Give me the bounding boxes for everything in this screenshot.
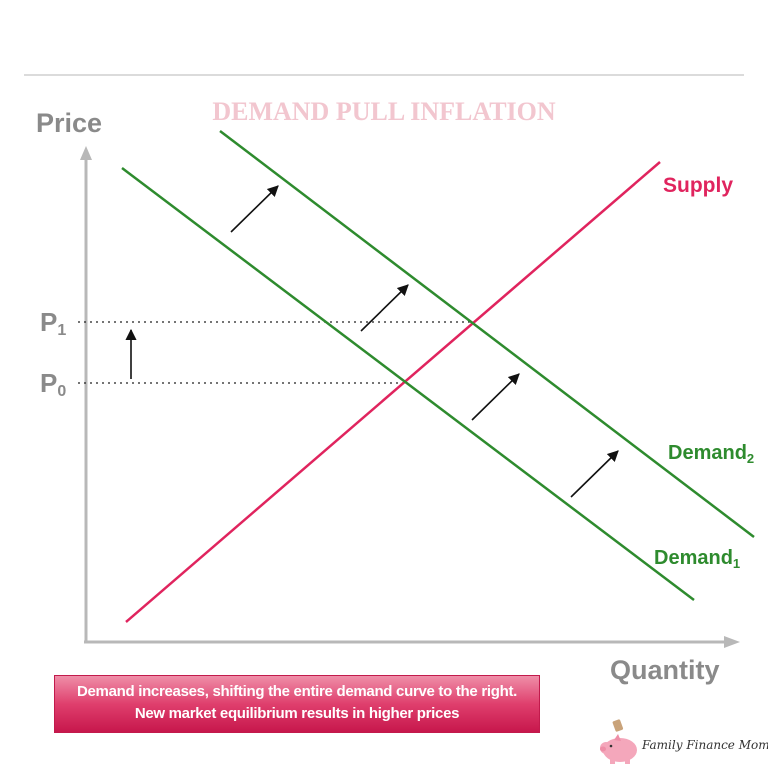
- price-label-p0-main: P: [40, 368, 57, 398]
- caption-line-2: New market equilibrium results in higher…: [134, 705, 460, 722]
- x-axis-label: Quantity: [610, 655, 720, 685]
- demand-1-label: Demand1: [654, 547, 740, 571]
- piggy-bank-icon: [600, 719, 637, 764]
- supply-curve-label: Supply: [663, 174, 733, 197]
- price-label-p0: P0: [40, 368, 66, 400]
- shift-arrow-icon: [230, 185, 279, 233]
- shift-arrow-icon: [471, 373, 520, 421]
- price-label-p1-sub: 1: [57, 322, 66, 339]
- y-axis-label: Price: [36, 108, 102, 138]
- x-axis-arrow-icon: [724, 636, 740, 648]
- demand-1-label-sub: 1: [733, 556, 740, 571]
- shift-arrow-icon: [570, 450, 619, 498]
- brand-logo: Family Finance Mom: [594, 716, 768, 766]
- shift-arrow-icon: [360, 284, 409, 332]
- demand-2-curve: [219, 130, 755, 538]
- demand-2-label-main: Demand: [668, 442, 747, 464]
- brand-name: Family Finance Mom: [642, 738, 768, 752]
- demand-1-label-main: Demand: [654, 547, 733, 569]
- y-axis-arrow-icon: [80, 146, 92, 160]
- price-label-p1: P1: [40, 307, 66, 339]
- price-label-p0-sub: 0: [57, 383, 66, 400]
- caption-box: Demand increases, shifting the entire de…: [54, 675, 540, 733]
- diagram-title: DEMAND PULL INFLATION: [212, 97, 556, 126]
- demand-2-label-sub: 2: [747, 451, 754, 466]
- demand-1-curve: [121, 167, 695, 601]
- caption-line-1: Demand increases, shifting the entire de…: [76, 683, 518, 700]
- price-label-p1-main: P: [40, 307, 57, 337]
- demand-2-label: Demand2: [668, 442, 754, 466]
- supply-curve: [125, 161, 661, 623]
